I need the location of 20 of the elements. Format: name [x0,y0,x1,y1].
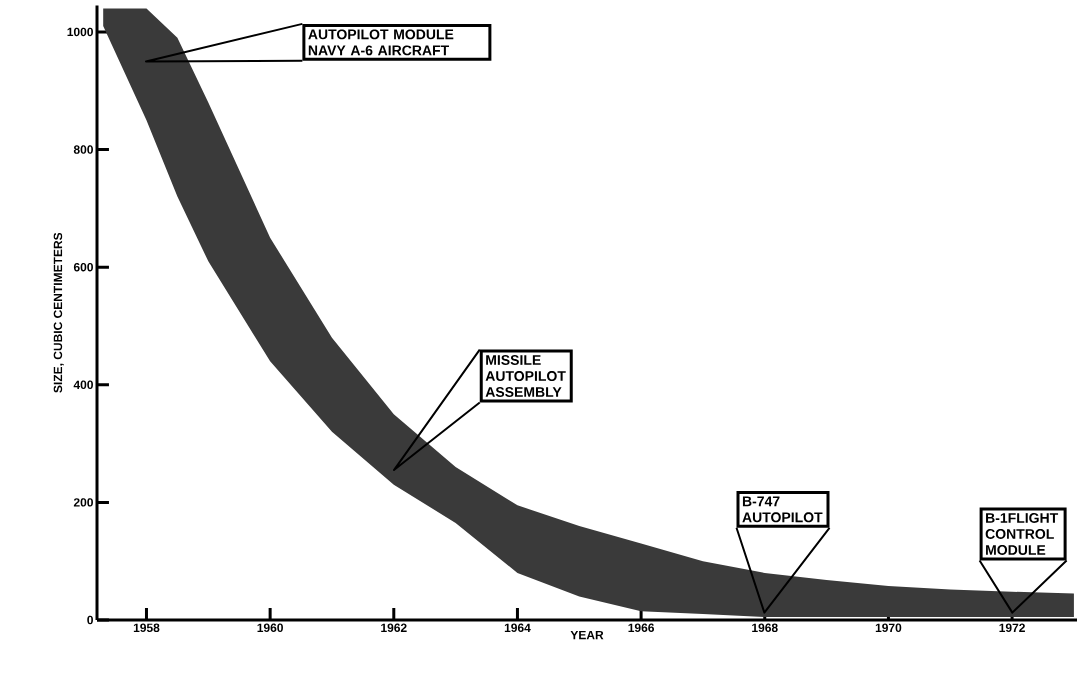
y-tick-label: 800 [73,145,93,154]
y-tick-label: 600 [73,262,93,272]
y-tick-label: 1000 [67,27,93,37]
y-axis-title: SIZE, CUBIC CENTIMETERS [53,232,64,393]
x-tick-label: 1958 [133,623,160,633]
y-tick-label: 0 [87,615,93,625]
x-tick-label: 1962 [381,623,407,633]
annotation: B-747 AUTOPILOT [742,496,823,523]
y-tick-label: 200 [73,498,93,507]
x-tick-label: 1960 [257,623,283,633]
annotation: MISSILE AUTOPILOT ASSEMBLY [485,355,566,397]
annotation: AUTOPILOT MODULE NAVY A-6 AIRCRAFT [308,29,454,56]
x-axis-title: YEAR [570,630,604,640]
y-tick-label: 400 [73,380,93,390]
x-tick-label: 1964 [504,623,531,633]
x-tick-label: 1968 [752,623,778,633]
annotation: B-1FLIGHT CONTROL MODULE [985,512,1059,555]
x-tick-label: 1972 [999,623,1025,633]
x-tick-label: 1970 [875,623,902,633]
x-tick-label: 1966 [628,623,655,633]
